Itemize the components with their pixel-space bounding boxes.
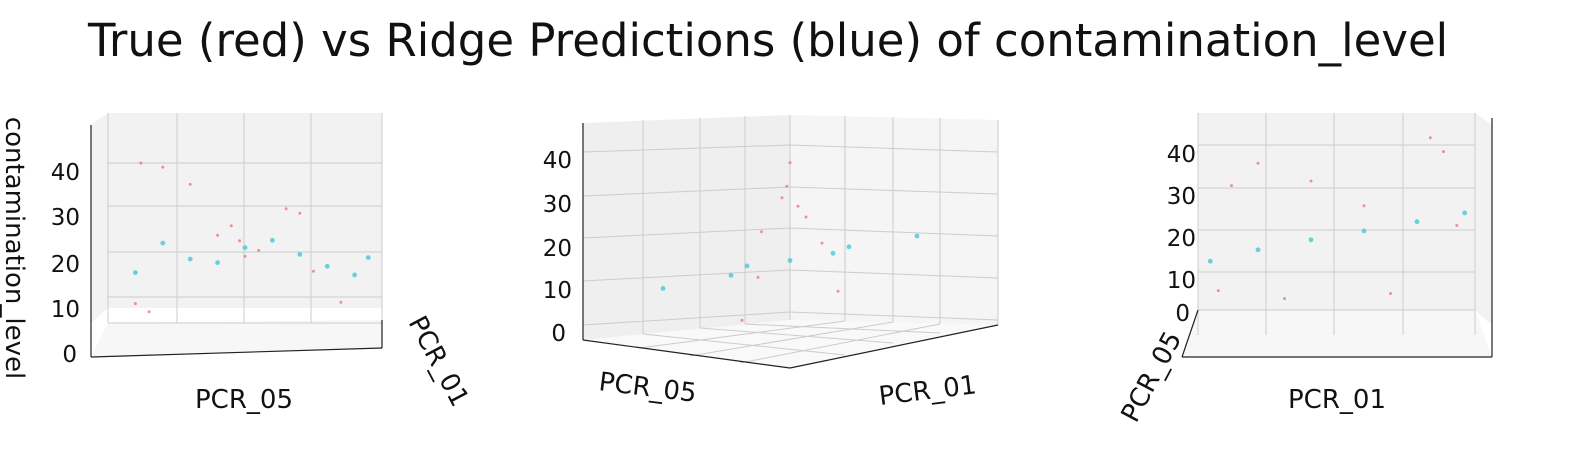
true-value-point xyxy=(785,184,789,188)
true-value-point xyxy=(1216,289,1220,293)
grid-lines xyxy=(582,115,999,364)
true-value-point xyxy=(188,182,192,186)
z-tick-label: 0 xyxy=(551,321,566,347)
true-value-point xyxy=(760,230,763,234)
true-value-point xyxy=(139,161,143,165)
axis-lines xyxy=(90,125,383,358)
subplot-1: 40 30 20 10 0 PCR_05 PCR_01 contaminatio… xyxy=(0,113,474,415)
scatter-points xyxy=(133,161,371,314)
z-tick-label: 20 xyxy=(543,236,572,262)
true-value-point xyxy=(780,196,784,200)
z-tick-label: 10 xyxy=(543,278,572,304)
true-value-point xyxy=(740,318,744,322)
predicted-value-point xyxy=(1361,228,1367,234)
true-value-point xyxy=(1389,292,1392,295)
z-tick-label: 40 xyxy=(51,160,80,186)
true-value-point xyxy=(1362,204,1366,208)
z-tick-label: 20 xyxy=(1167,226,1196,252)
scatter-points xyxy=(660,161,920,322)
predicted-value-point xyxy=(1414,219,1420,225)
true-value-point xyxy=(1230,184,1233,188)
predicted-value-point xyxy=(914,233,920,239)
predicted-value-point xyxy=(846,244,852,250)
predicted-value-point xyxy=(744,263,750,269)
true-value-point xyxy=(229,224,233,228)
true-value-point xyxy=(243,254,247,258)
floor-pane xyxy=(583,320,998,368)
predicted-value-point xyxy=(160,240,166,246)
x-axis-label: PCR_05 xyxy=(195,385,293,415)
true-value-point xyxy=(788,161,792,165)
y-axis-label: PCR_05 xyxy=(1116,327,1188,428)
predicted-value-point xyxy=(352,272,357,278)
z-tick-label: 10 xyxy=(1167,268,1196,294)
grid-lines xyxy=(107,113,383,324)
z-tick-label: 30 xyxy=(543,192,572,218)
predicted-value-point xyxy=(830,250,836,256)
scatter-points xyxy=(1207,136,1468,301)
true-value-point xyxy=(804,215,808,219)
floor-pane xyxy=(91,320,382,357)
predicted-value-point xyxy=(787,258,793,263)
true-value-point xyxy=(133,302,137,306)
predicted-value-point xyxy=(1308,237,1314,243)
true-value-point xyxy=(796,204,800,208)
true-value-point xyxy=(312,269,315,273)
true-value-point xyxy=(339,300,343,304)
predicted-value-point xyxy=(1462,210,1468,216)
true-value-point xyxy=(257,248,261,252)
true-value-point xyxy=(1283,297,1286,301)
true-value-point xyxy=(1442,150,1445,154)
z-tick-label: 40 xyxy=(1167,142,1196,168)
predicted-value-point xyxy=(728,273,734,278)
true-value-point xyxy=(1455,224,1459,227)
true-value-point xyxy=(1309,179,1313,183)
true-value-point xyxy=(756,275,760,279)
axis-lines xyxy=(582,123,999,369)
back-pane xyxy=(91,113,382,323)
true-value-point xyxy=(298,211,302,215)
predicted-value-point xyxy=(324,263,330,269)
left-pane xyxy=(583,115,790,340)
true-value-point xyxy=(161,165,165,169)
z-tick-label: 10 xyxy=(51,297,80,323)
predicted-value-point xyxy=(215,260,221,265)
true-value-point xyxy=(1428,136,1432,140)
predicted-value-point xyxy=(1255,247,1261,253)
predicted-value-point xyxy=(187,256,193,262)
true-value-point xyxy=(238,239,241,243)
x-axis-label: PCR_05 xyxy=(597,367,698,409)
true-value-point xyxy=(147,310,151,314)
predicted-value-point xyxy=(270,237,275,243)
predicted-value-point xyxy=(365,255,371,260)
y-axis-label: PCR_01 xyxy=(877,370,978,412)
axis-lines xyxy=(1181,118,1493,358)
z-tick-label: 20 xyxy=(51,252,80,278)
true-value-point xyxy=(1256,161,1260,165)
true-value-point xyxy=(216,233,220,237)
predicted-value-point xyxy=(660,286,666,291)
y-axis-label: PCR_01 xyxy=(402,311,474,412)
predicted-value-point xyxy=(133,270,138,275)
z-tick-label: 0 xyxy=(62,342,77,368)
z-tick-label: 40 xyxy=(543,148,572,174)
true-value-point xyxy=(284,207,288,211)
z-axis-label: contamination_level xyxy=(0,117,29,379)
subplot-2: 40 30 20 10 0 PCR_05 PCR_01 xyxy=(543,115,999,412)
floor-pane xyxy=(1182,310,1492,357)
z-tick-label: 30 xyxy=(51,205,80,231)
predicted-value-point xyxy=(1207,258,1213,264)
z-tick-label: 30 xyxy=(1167,184,1196,210)
true-value-point xyxy=(820,241,824,245)
x-axis-label: PCR_01 xyxy=(1288,385,1386,415)
figure-title: True (red) vs Ridge Predictions (blue) o… xyxy=(88,14,1449,67)
subplot-3: 40 30 20 10 0 PCR_01 PCR_05 xyxy=(1116,113,1493,428)
grid-lines xyxy=(1197,113,1476,335)
true-value-point xyxy=(836,289,840,293)
predicted-value-point xyxy=(242,245,248,251)
predicted-value-point xyxy=(297,252,303,257)
z-tick-label: 0 xyxy=(1175,301,1190,327)
